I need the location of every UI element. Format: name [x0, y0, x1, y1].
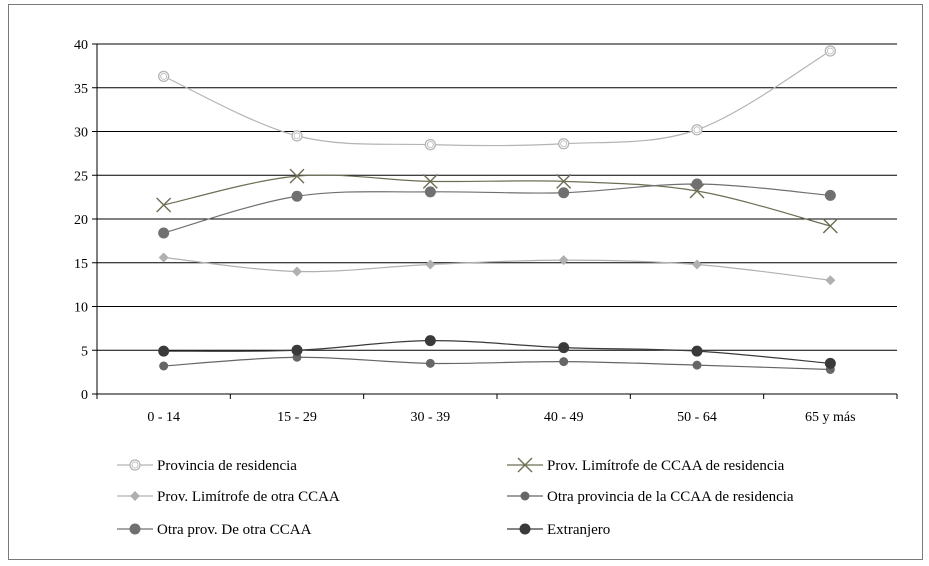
legend-item-3: Otra provincia de la CCAA de residencia	[507, 489, 794, 505]
legend-marker-inner	[131, 461, 139, 469]
legend-marker	[129, 459, 141, 471]
legend-label: Otra prov. De otra CCAA	[157, 522, 312, 538]
chart-frame	[8, 4, 923, 560]
legend-item-0: Provincia de residencia	[117, 458, 297, 474]
legend: Provincia de residencia Prov. Limítrofe d…	[117, 457, 794, 538]
series-line-0	[163, 50, 831, 147]
legend-item-1: Prov. Limítrofe de CCAA de residencia	[507, 457, 785, 474]
series-1	[156, 168, 838, 234]
legend-marker	[519, 523, 531, 535]
data-point	[158, 252, 169, 263]
data-point	[559, 357, 569, 367]
legend-label: Extranjero	[547, 522, 610, 538]
data-point	[691, 178, 703, 190]
data-point	[291, 190, 303, 202]
series-line-3	[163, 356, 831, 371]
series-line-1	[163, 174, 831, 227]
data-point	[424, 138, 436, 151]
series-line-4	[163, 183, 831, 234]
data-point	[158, 70, 170, 83]
data-point	[824, 357, 836, 369]
x-tick-label: 30 - 39	[410, 410, 450, 425]
legend-item-4: Otra prov. De otra CCAA	[117, 522, 312, 538]
data-point	[558, 187, 570, 199]
y-tick-label: 25	[74, 169, 88, 184]
data-point-inner	[293, 132, 301, 140]
series-5	[158, 335, 836, 369]
y-tick-label: 5	[81, 344, 88, 359]
data-point	[824, 45, 836, 57]
legend-item-5: Extranjero	[507, 522, 610, 538]
legend-item-2: Prov. Limítrofe de otra CCAA	[117, 489, 340, 505]
data-point-inner	[160, 72, 168, 80]
data-point	[158, 227, 170, 239]
legend-label: Prov. Limítrofe de otra CCAA	[157, 489, 340, 505]
y-tick-label: 40	[74, 38, 88, 53]
data-point	[691, 345, 703, 357]
data-point	[558, 255, 569, 266]
series-line-2	[163, 256, 831, 281]
data-point	[425, 358, 435, 368]
series-3	[159, 352, 835, 374]
data-point-inner	[560, 140, 568, 148]
data-point	[425, 259, 436, 270]
y-tick-label: 20	[74, 213, 88, 228]
x-tick-label: 65 y más	[805, 410, 856, 425]
data-point	[692, 360, 702, 370]
data-point	[291, 130, 303, 142]
legend-marker	[130, 491, 140, 501]
data-point	[691, 124, 703, 136]
data-point	[158, 345, 170, 357]
y-tick-label: 0	[81, 388, 88, 403]
data-point	[692, 259, 702, 270]
series-0	[158, 45, 836, 151]
data-point	[556, 173, 572, 189]
legend-marker	[129, 523, 141, 535]
legend-marker	[520, 491, 530, 501]
data-point-inner	[426, 141, 434, 149]
y-tick-label: 15	[74, 257, 88, 272]
legend-label: Otra provincia de la CCAA de residencia	[547, 489, 794, 505]
gridlines	[97, 43, 897, 351]
data-point	[159, 361, 169, 371]
data-point	[424, 186, 436, 198]
data-point	[558, 138, 570, 150]
data-point	[824, 189, 836, 201]
data-point	[292, 266, 302, 277]
y-tick-label: 35	[74, 82, 88, 97]
series-4	[158, 178, 836, 239]
series-2	[158, 252, 836, 286]
data-point	[289, 168, 305, 184]
y-tick-label: 10	[74, 301, 88, 316]
data-point	[822, 218, 838, 234]
y-tick-label: 30	[74, 126, 88, 141]
x-tick-label: 0 - 14	[147, 410, 180, 425]
data-point	[291, 344, 303, 356]
legend-label: Prov. Limítrofe de CCAA de residencia	[547, 458, 785, 474]
data-point	[424, 335, 436, 347]
data-point-inner	[826, 47, 834, 55]
data-point	[558, 342, 570, 354]
x-tick-label: 40 - 49	[544, 410, 584, 425]
x-tick-label: 50 - 64	[677, 410, 717, 425]
data-point-inner	[693, 126, 701, 134]
legend-label: Provincia de residencia	[157, 458, 297, 474]
x-tick-label: 15 - 29	[277, 410, 317, 425]
legend-marker	[517, 457, 533, 473]
series-line-5	[163, 340, 831, 364]
data-point	[156, 197, 172, 213]
data-point	[422, 173, 438, 189]
data-point	[825, 275, 836, 286]
